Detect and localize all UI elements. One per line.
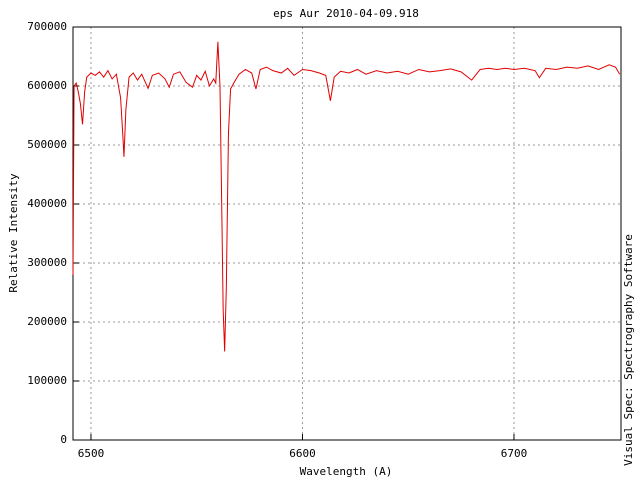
y-tick-label: 500000	[27, 138, 67, 151]
y-tick-label: 400000	[27, 197, 67, 210]
y-tick-label: 0	[60, 433, 67, 446]
y-tick-label: 200000	[27, 315, 67, 328]
x-axis-label: Wavelength (A)	[300, 465, 393, 478]
x-tick-label: 6700	[501, 447, 528, 460]
chart-title: eps Aur 2010-04-09.918	[273, 7, 419, 20]
side-note: Visual Spec: Spectrography Software	[622, 234, 635, 466]
y-tick-label: 100000	[27, 374, 67, 387]
x-tick-label: 6500	[78, 447, 105, 460]
x-tick-label: 6600	[289, 447, 316, 460]
spectrum-line	[72, 41, 621, 352]
y-tick-label: 300000	[27, 256, 67, 269]
y-tick-label: 600000	[27, 79, 67, 92]
y-tick-label: 700000	[27, 20, 67, 33]
y-axis-label: Relative Intensity	[7, 173, 20, 293]
